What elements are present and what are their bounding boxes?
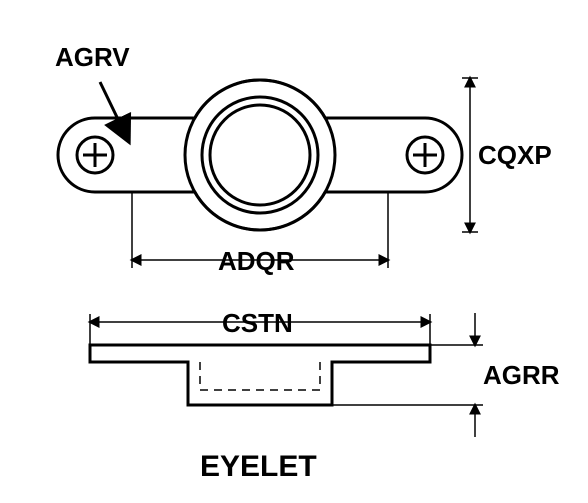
label-adqr: ADQR: [218, 246, 295, 277]
label-cstn: CSTN: [222, 308, 293, 339]
diagram-title: EYELET: [200, 450, 317, 484]
label-cqxp: CQXP: [478, 140, 552, 171]
diagram-canvas: AGRV CQXP ADQR CSTN AGRR EYELET: [0, 0, 588, 503]
label-agrr: AGRR: [483, 360, 560, 391]
label-agrv: AGRV: [55, 42, 130, 73]
